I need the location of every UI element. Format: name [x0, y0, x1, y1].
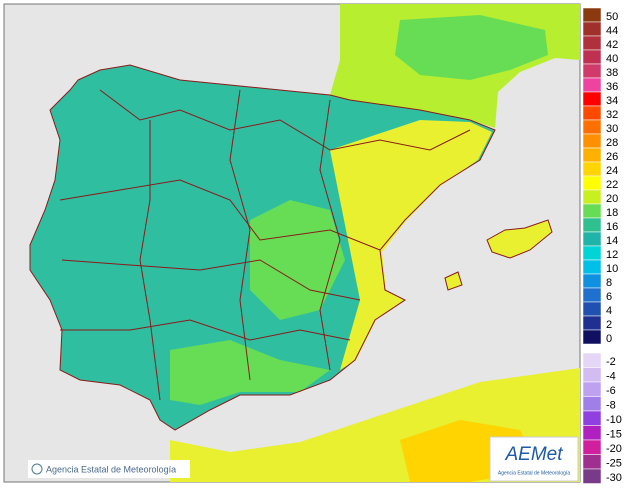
region-border [29, 64, 496, 431]
legend: 5044424038363432302826242220181614121086… [582, 7, 622, 484]
legend-label: 44 [606, 25, 618, 37]
legend-swatch [582, 91, 602, 107]
legend-swatch [582, 245, 602, 261]
legend-label: 22 [606, 179, 618, 191]
legend-swatch [582, 203, 602, 219]
legend-swatch [582, 217, 602, 233]
legend-label: 20 [606, 193, 618, 205]
legend-swatch [582, 49, 602, 65]
legend-swatch [582, 315, 602, 331]
legend-swatch [582, 454, 602, 470]
legend-label: -6 [606, 385, 616, 397]
legend-swatch [582, 161, 602, 177]
legend-label: -25 [606, 458, 622, 470]
legend-swatch [582, 396, 602, 412]
legend-swatch [582, 21, 602, 37]
legend-label: 0 [606, 333, 612, 345]
legend-swatch [582, 287, 602, 303]
legend-label: 16 [606, 221, 618, 233]
south-green [170, 340, 330, 405]
legend-label: 38 [606, 67, 618, 79]
legend-swatch [582, 367, 602, 383]
map: Agencia Estatal de Meteorología AEMet Ag… [3, 3, 581, 483]
legend-swatch [582, 273, 602, 289]
legend-swatch [582, 439, 602, 455]
legend-swatch [582, 63, 602, 79]
legend-label: 36 [606, 81, 618, 93]
legend-swatch [582, 35, 602, 51]
copyright-icon [31, 463, 43, 475]
legend-swatch [582, 381, 602, 397]
legend-swatch [582, 189, 602, 205]
legend-swatch [582, 105, 602, 121]
logo-name: AEMet [504, 444, 563, 465]
legend-label: -4 [606, 371, 616, 383]
east-coast-warm [330, 120, 492, 370]
legend-label: 34 [606, 95, 618, 107]
legend-label: -30 [606, 472, 622, 484]
legend-swatch [582, 175, 602, 191]
legend-label: 18 [606, 207, 618, 219]
legend-label: -8 [606, 400, 616, 412]
region-border [139, 120, 161, 401]
legend-label: 10 [606, 263, 618, 275]
logo-box [489, 436, 579, 482]
legend-swatch [582, 7, 602, 23]
legend-label: 28 [606, 137, 618, 149]
legend-label: 26 [606, 151, 618, 163]
legend-label: 2 [606, 319, 612, 331]
legend-label: 12 [606, 249, 618, 261]
region-border [99, 89, 471, 151]
legend-label: 8 [606, 277, 612, 289]
region-border [60, 319, 351, 341]
region-border [61, 259, 361, 301]
legend-label: 50 [606, 11, 618, 23]
legend-swatch [582, 77, 602, 93]
france-hills [395, 15, 548, 80]
region-border [59, 179, 381, 251]
legend-label: -15 [606, 429, 622, 441]
legend-swatch [582, 259, 602, 275]
legend-label: 32 [606, 109, 618, 121]
ibiza [444, 271, 463, 291]
logo-subtitle: Agencia Estatal de Meteorología [498, 470, 570, 476]
legend-label: 40 [606, 53, 618, 65]
legend-label: -10 [606, 414, 622, 426]
region-border [319, 99, 341, 371]
legend-label: 24 [606, 165, 618, 177]
legend-swatch [582, 231, 602, 247]
legend-label: 6 [606, 291, 612, 303]
legend-label: 14 [606, 235, 618, 247]
legend-swatch [582, 425, 602, 441]
region-border [229, 89, 251, 381]
legend-swatch [582, 301, 602, 317]
legend-label: -2 [606, 356, 616, 368]
legend-label: 42 [606, 39, 618, 51]
legend-swatch [582, 147, 602, 163]
credit: Agencia Estatal de Meteorología [46, 464, 176, 474]
balearic [486, 219, 553, 259]
credit-box [28, 460, 190, 478]
inland-green [250, 200, 345, 320]
legend-swatch [582, 119, 602, 135]
legend-swatch [582, 133, 602, 149]
legend-swatch [582, 352, 602, 368]
legend-swatch [582, 410, 602, 426]
legend-swatch [582, 329, 602, 345]
legend-label: -20 [606, 443, 622, 455]
legend-label: 30 [606, 123, 618, 135]
legend-swatch [582, 468, 602, 484]
legend-label: 4 [606, 305, 612, 317]
